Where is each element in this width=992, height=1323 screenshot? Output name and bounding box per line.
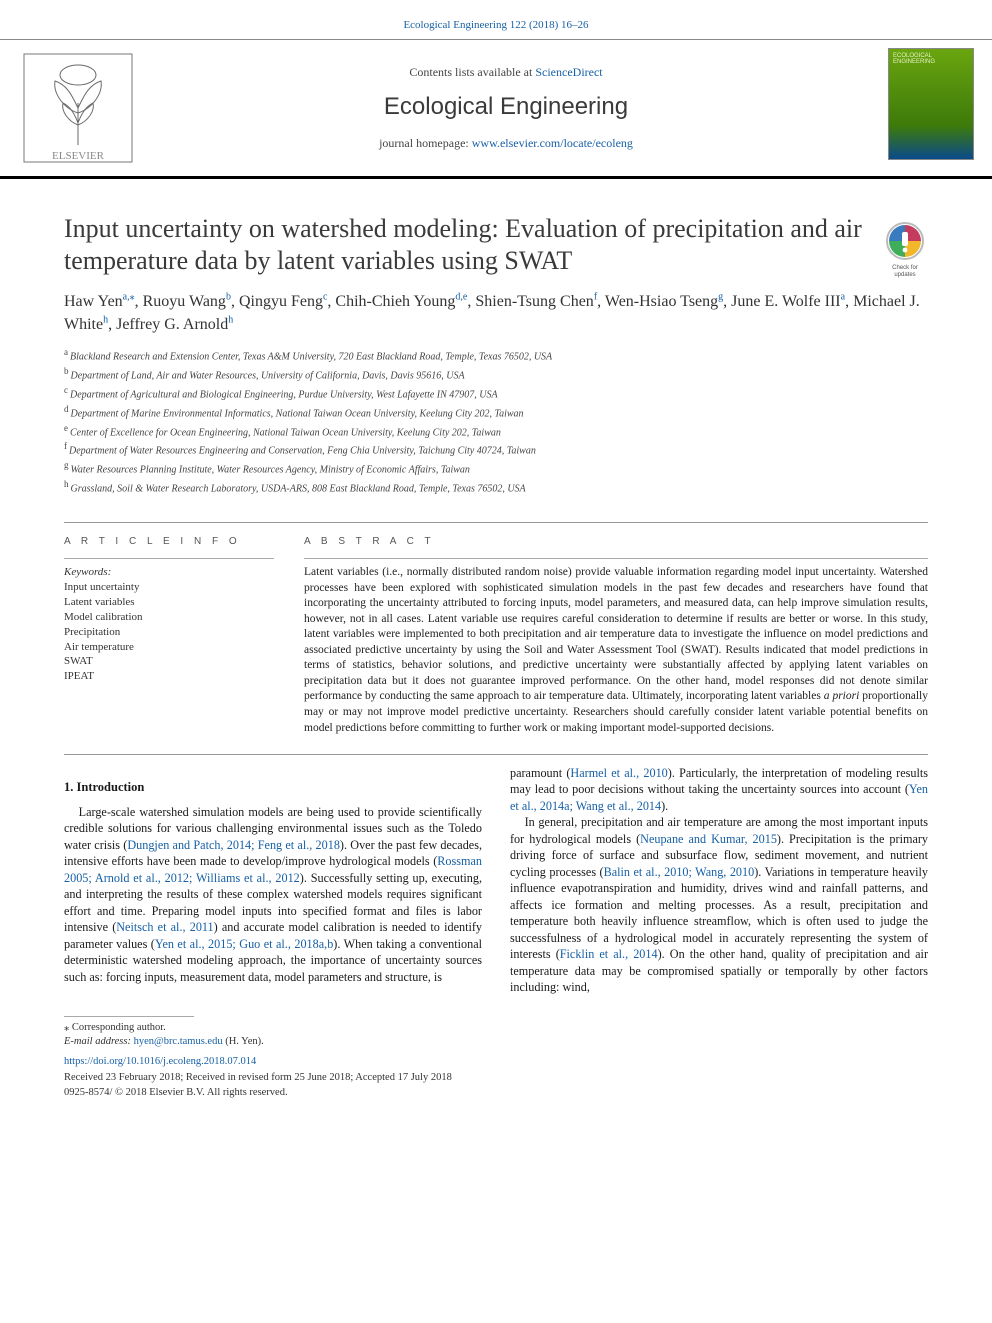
body-paragraph: In general, precipitation and air temper… xyxy=(510,814,928,995)
keywords-list: Input uncertaintyLatent variablesModel c… xyxy=(64,580,274,684)
keyword-item: SWAT xyxy=(64,654,274,669)
citation-link[interactable]: Yen et al., 2015; Guo et al., 2018a,b xyxy=(155,937,333,951)
divider xyxy=(64,522,928,523)
divider xyxy=(64,558,274,559)
email-label: E-mail address: xyxy=(64,1036,134,1047)
sciencedirect-link[interactable]: ScienceDirect xyxy=(535,65,602,79)
doi-link[interactable]: https://doi.org/10.1016/j.ecoleng.2018.0… xyxy=(64,1055,928,1069)
contents-available: Contents lists available at ScienceDirec… xyxy=(138,64,874,80)
corresponding-email: E-mail address: hyen@brc.tamus.edu (H. Y… xyxy=(64,1035,928,1049)
email-link[interactable]: hyen@brc.tamus.edu xyxy=(134,1036,223,1047)
journal-citation-link[interactable]: Ecological Engineering 122 (2018) 16–26 xyxy=(403,19,588,31)
keyword-item: Input uncertainty xyxy=(64,580,274,595)
masthead-center: Contents lists available at ScienceDirec… xyxy=(138,64,874,151)
column-right: paramount (Harmel et al., 2010). Particu… xyxy=(510,765,928,996)
keyword-item: Latent variables xyxy=(64,595,274,610)
keyword-item: IPEAT xyxy=(64,669,274,684)
article-header: Check forupdates Input uncertainty on wa… xyxy=(0,179,992,514)
elsevier-tree-icon: ELSEVIER xyxy=(23,53,133,163)
crossmark-icon xyxy=(885,221,925,261)
journal-name: Ecological Engineering xyxy=(138,91,874,123)
contents-prefix: Contents lists available at xyxy=(409,65,535,79)
masthead: ELSEVIER Contents lists available at Sci… xyxy=(0,39,992,179)
check-updates-label: Check forupdates xyxy=(882,265,928,278)
journal-citation: Ecological Engineering 122 (2018) 16–26 xyxy=(0,0,992,39)
keyword-item: Model calibration xyxy=(64,610,274,625)
article-title: Input uncertainty on watershed modeling:… xyxy=(64,213,864,278)
affiliation-item: bDepartment of Land, Air and Water Resou… xyxy=(64,365,928,383)
article-dates: Received 23 February 2018; Received in r… xyxy=(64,1071,928,1085)
divider xyxy=(304,558,928,559)
body-paragraph: paramount (Harmel et al., 2010). Particu… xyxy=(510,765,928,814)
homepage-prefix: journal homepage: xyxy=(379,136,472,150)
body-columns: 1. Introduction Large-scale watershed si… xyxy=(0,755,992,1004)
email-suffix: (H. Yen). xyxy=(223,1036,264,1047)
divider xyxy=(64,1016,194,1017)
homepage-link[interactable]: www.elsevier.com/locate/ecoleng xyxy=(472,136,633,150)
citation-link[interactable]: Yen et al., 2014a; Wang et al., 2014 xyxy=(510,782,928,812)
journal-homepage: journal homepage: www.elsevier.com/locat… xyxy=(138,135,874,151)
affiliation-item: eCenter of Excellence for Ocean Engineer… xyxy=(64,422,928,440)
cover-thumb-image: ECOLOGICAL ENGINEERING xyxy=(888,48,974,160)
keywords-label: Keywords: xyxy=(64,565,274,580)
keyword-item: Precipitation xyxy=(64,625,274,640)
svg-text:ELSEVIER: ELSEVIER xyxy=(52,150,105,162)
affiliation-item: hGrassland, Soil & Water Research Labora… xyxy=(64,478,928,496)
column-left: 1. Introduction Large-scale watershed si… xyxy=(64,765,482,996)
affiliation-item: dDepartment of Marine Environmental Info… xyxy=(64,403,928,421)
citation-link[interactable]: Dungjen and Patch, 2014; Feng et al., 20… xyxy=(127,838,340,852)
article-footer: ⁎ Corresponding author. E-mail address: … xyxy=(0,1004,992,1125)
citation-link[interactable]: Neupane and Kumar, 2015 xyxy=(640,832,777,846)
article-meta-row: A R T I C L E I N F O Keywords: Input un… xyxy=(0,531,992,740)
abstract-head: A B S T R A C T xyxy=(304,535,928,549)
abstract-text: Latent variables (i.e., normally distrib… xyxy=(304,565,928,736)
keyword-item: Air temperature xyxy=(64,640,274,655)
affiliation-item: cDepartment of Agricultural and Biologic… xyxy=(64,384,928,402)
affiliation-item: fDepartment of Water Resources Engineeri… xyxy=(64,440,928,458)
issn-copyright: 0925-8574/ © 2018 Elsevier B.V. All righ… xyxy=(64,1086,928,1100)
affiliation-list: aBlackland Research and Extension Center… xyxy=(64,346,928,496)
section-heading: 1. Introduction xyxy=(64,779,482,796)
check-for-updates[interactable]: Check forupdates xyxy=(882,221,928,277)
body-paragraph: Large-scale watershed simulation models … xyxy=(64,804,482,985)
journal-cover-thumb: ECOLOGICAL ENGINEERING xyxy=(874,48,974,168)
citation-link[interactable]: Neitsch et al., 2011 xyxy=(116,920,213,934)
citation-link[interactable]: Rossman 2005; Arnold et al., 2012; Willi… xyxy=(64,854,482,884)
author-list: Haw Yena,⁎, Ruoyu Wangb, Qingyu Fengc, C… xyxy=(64,290,928,336)
citation-link[interactable]: Ficklin et al., 2014 xyxy=(560,947,658,961)
affiliation-item: gWater Resources Planning Institute, Wat… xyxy=(64,459,928,477)
corresponding-author: ⁎ Corresponding author. xyxy=(64,1021,928,1035)
citation-link[interactable]: Balin et al., 2010; Wang, 2010 xyxy=(604,865,755,879)
cover-thumb-label: ECOLOGICAL ENGINEERING xyxy=(893,53,969,66)
article-info-head: A R T I C L E I N F O xyxy=(64,535,274,549)
citation-link[interactable]: Harmel et al., 2010 xyxy=(570,766,667,780)
affiliation-item: aBlackland Research and Extension Center… xyxy=(64,346,928,364)
article-info: A R T I C L E I N F O Keywords: Input un… xyxy=(64,535,274,736)
publisher-logo: ELSEVIER xyxy=(18,48,138,168)
abstract-block: A B S T R A C T Latent variables (i.e., … xyxy=(304,535,928,736)
